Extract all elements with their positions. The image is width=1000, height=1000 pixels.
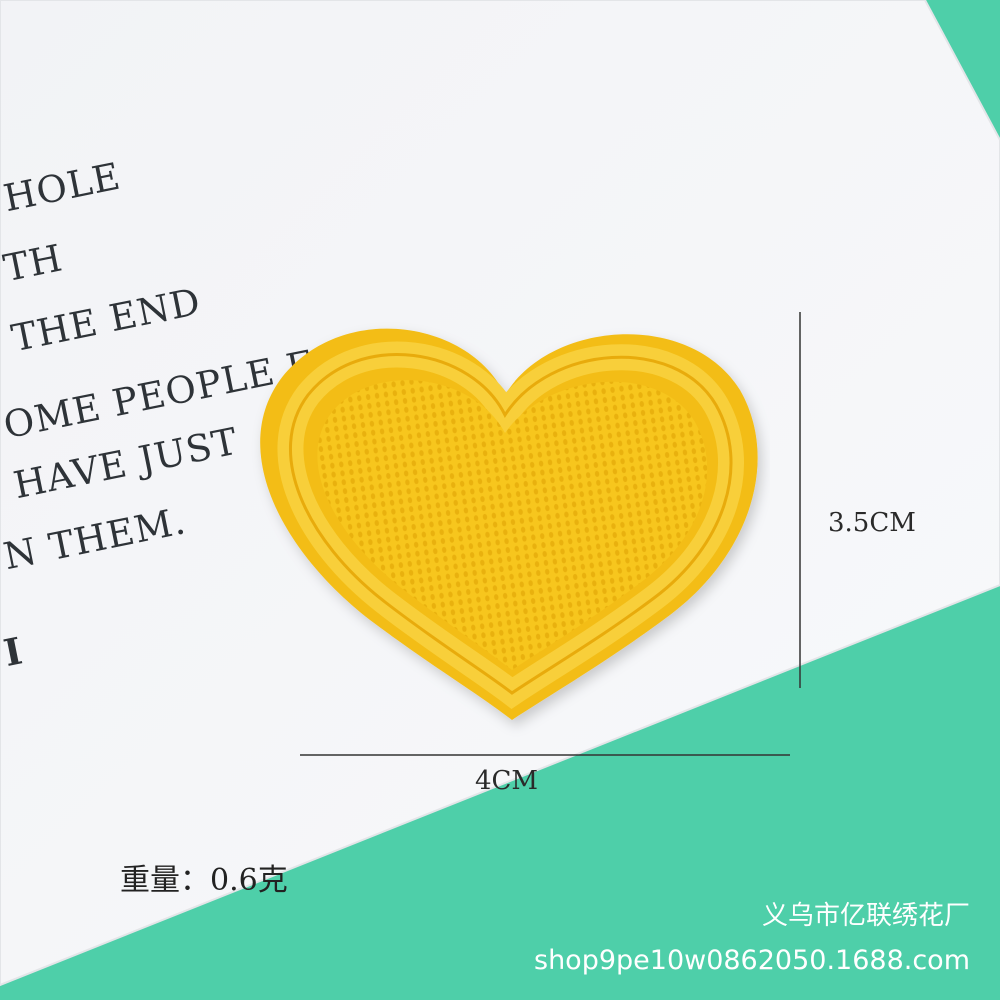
watermark-company: 义乌市亿联绣花厂	[761, 901, 970, 931]
heart-patch-icon	[260, 328, 758, 720]
watermark-url: shop9pe10w0862050.1688.com	[534, 945, 970, 976]
weight-label: 重量：0.6克	[120, 863, 288, 898]
width-dimension-label: 4CM	[475, 766, 539, 796]
height-dimension-label: 3.5CM	[828, 508, 916, 538]
